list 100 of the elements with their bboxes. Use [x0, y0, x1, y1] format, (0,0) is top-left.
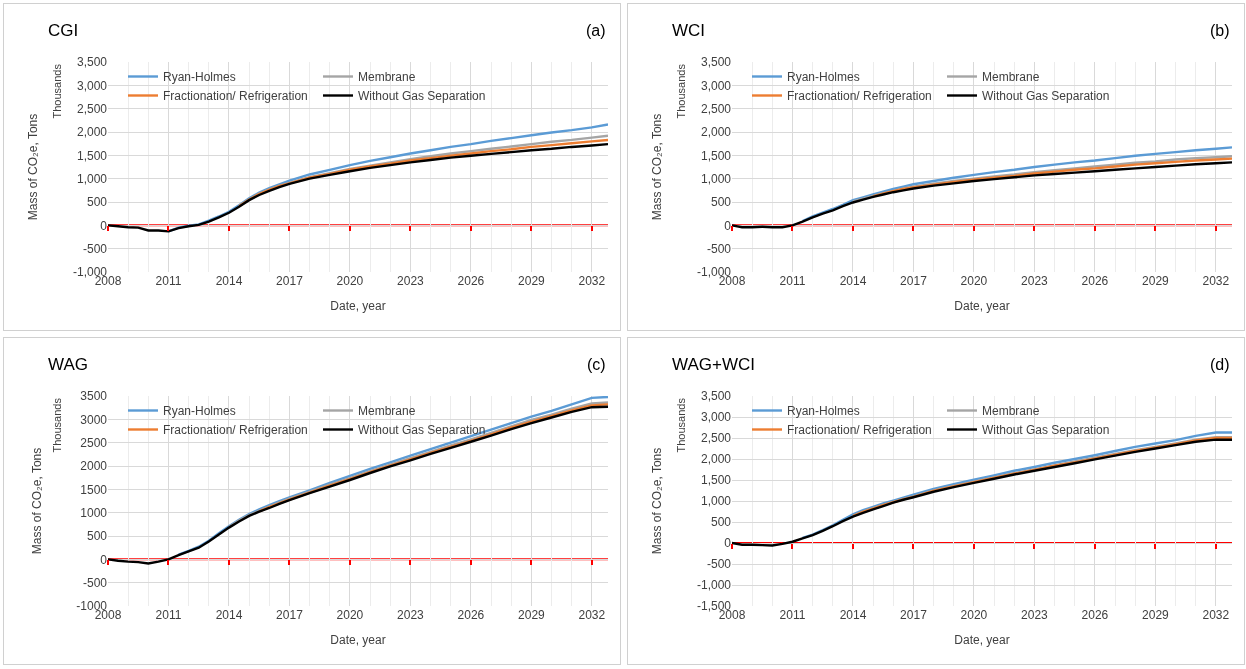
- x-tick-label: 2023: [397, 608, 425, 622]
- x-axis-title: Date, year: [330, 298, 386, 313]
- y-tick-label: 3,500: [700, 55, 732, 70]
- x-tick-label: 2011: [155, 608, 182, 622]
- x-tick-label: 2014: [839, 274, 867, 288]
- x-tick-label: 2032: [1202, 608, 1230, 622]
- y-tick-label: 0: [100, 552, 108, 567]
- x-tick-label: 2023: [1021, 274, 1049, 288]
- line-series: [108, 405, 608, 565]
- y-tick-label: 500: [710, 195, 732, 210]
- y-tick-label: 0: [724, 218, 732, 233]
- text: (c): [587, 356, 606, 373]
- x-tick-label: 2020: [960, 608, 988, 622]
- legend-label: Membrane: [982, 404, 1040, 419]
- y-tick-label: 3,000: [700, 410, 732, 425]
- y-tick-label: -500: [706, 557, 732, 572]
- y-tick-label: 1500: [80, 482, 108, 497]
- y-tick-label: 2500: [80, 435, 108, 450]
- line-series: [732, 161, 1232, 229]
- y-tick-label: 3,500: [76, 55, 108, 70]
- x-tick-label: 2026: [1081, 274, 1109, 288]
- y-tick-label: -500: [706, 241, 732, 256]
- x-axis-title: Date, year: [954, 298, 1010, 313]
- y-tick-label: 500: [86, 529, 108, 544]
- legend-label: Membrane: [982, 70, 1040, 85]
- x-tick-label: 2026: [1081, 608, 1109, 622]
- x-tick-label: 2011: [779, 608, 806, 622]
- x-tick-label: 2020: [336, 274, 364, 288]
- y-tick-label: 2,500: [700, 101, 732, 116]
- line-series: [851, 155, 1232, 203]
- x-tick-label: 2032: [1202, 274, 1230, 288]
- y-tick-label: -1,000: [696, 578, 732, 593]
- x-tick-label: 2017: [276, 274, 304, 288]
- line-series: [732, 438, 1232, 547]
- y-tick-label: -500: [82, 241, 108, 256]
- chart-title: WAG+WCI: [672, 355, 755, 375]
- legend-label: Ryan-Holmes: [787, 70, 860, 85]
- y-tick-label: 1,500: [76, 148, 108, 163]
- y-tick-label: -500: [82, 575, 108, 590]
- x-tick-label: 2029: [1142, 274, 1170, 288]
- x-tick-label: 2020: [960, 274, 988, 288]
- x-tick-label: 2020: [336, 608, 364, 622]
- x-tick-label: 2026: [457, 274, 485, 288]
- line-series: [871, 157, 1232, 198]
- y-tick-label: 1,000: [76, 171, 108, 186]
- x-tick-label: 2023: [397, 274, 425, 288]
- y-tick-label: 3,000: [700, 78, 732, 93]
- x-tick-label: 2014: [215, 608, 243, 622]
- y-axis-title: Mass of CO₂e, Tons: [650, 113, 665, 221]
- chart-title: WCI: [672, 21, 706, 41]
- text: (d): [1210, 356, 1230, 373]
- text: Thousands: [50, 397, 63, 453]
- x-tick-label: 2011: [155, 274, 182, 288]
- y-axis-title: Mass of CO₂e, Tons: [26, 113, 41, 221]
- y-tick-label: 1,000: [700, 494, 732, 509]
- x-axis-title: Date, year: [330, 632, 386, 647]
- legend-label: Fractionation/ Refrigeration: [163, 89, 308, 104]
- x-tick-label: 2029: [1142, 608, 1170, 622]
- y-axis-title: Mass of CO₂e, Tons: [29, 447, 44, 555]
- y-tick-label: 0: [100, 218, 108, 233]
- text: Thousands: [674, 63, 687, 119]
- x-tick-label: 2029: [518, 274, 546, 288]
- x-tick-label: 2017: [900, 608, 928, 622]
- legend-label: Without Gas Separation: [982, 423, 1110, 438]
- y-tick-label: 0: [724, 536, 732, 551]
- text: Thousands: [50, 63, 63, 119]
- y-tick-label: 3,500: [700, 389, 732, 404]
- x-tick-label: 2014: [215, 274, 243, 288]
- x-tick-label: 2014: [839, 608, 867, 622]
- y-tick-label: 2,000: [700, 125, 732, 140]
- y-tick-label: 3,000: [76, 78, 108, 93]
- legend-label: Fractionation/ Refrigeration: [787, 89, 932, 104]
- legend-label: Fractionation/ Refrigeration: [163, 423, 308, 438]
- y-axis-title: Mass of CO₂e, Tons: [650, 447, 665, 555]
- line-series: [801, 146, 1232, 223]
- y-tick-label: 2000: [80, 459, 108, 474]
- x-tick-label: 2023: [1021, 608, 1049, 622]
- text: Thousands: [674, 397, 687, 453]
- legend-label: Ryan-Holmes: [163, 404, 236, 419]
- y-tick-label: 2,000: [76, 125, 108, 140]
- legend-label: Fractionation/ Refrigeration: [787, 423, 932, 438]
- y-tick-label: 1000: [80, 505, 108, 520]
- y-tick-label: 2,500: [700, 431, 732, 446]
- x-tick-label: 2011: [779, 274, 806, 288]
- line-series: [108, 142, 608, 233]
- x-tick-label: 2032: [578, 274, 606, 288]
- y-tick-label: 3500: [80, 389, 108, 404]
- x-tick-label: 2032: [578, 608, 606, 622]
- chart-title: CGI: [48, 21, 79, 41]
- legend-label: Without Gas Separation: [358, 423, 486, 438]
- legend-label: Ryan-Holmes: [163, 70, 236, 85]
- x-axis-title: Date, year: [954, 632, 1010, 647]
- y-tick-label: 1,500: [700, 473, 732, 488]
- x-tick-label: 2026: [457, 608, 485, 622]
- y-tick-label: 1,000: [700, 171, 732, 186]
- legend-label: Membrane: [358, 404, 416, 419]
- x-tick-label: 2029: [518, 608, 546, 622]
- x-tick-label: 2017: [276, 608, 304, 622]
- y-tick-label: 500: [710, 515, 732, 530]
- y-tick-label: 3000: [80, 412, 108, 427]
